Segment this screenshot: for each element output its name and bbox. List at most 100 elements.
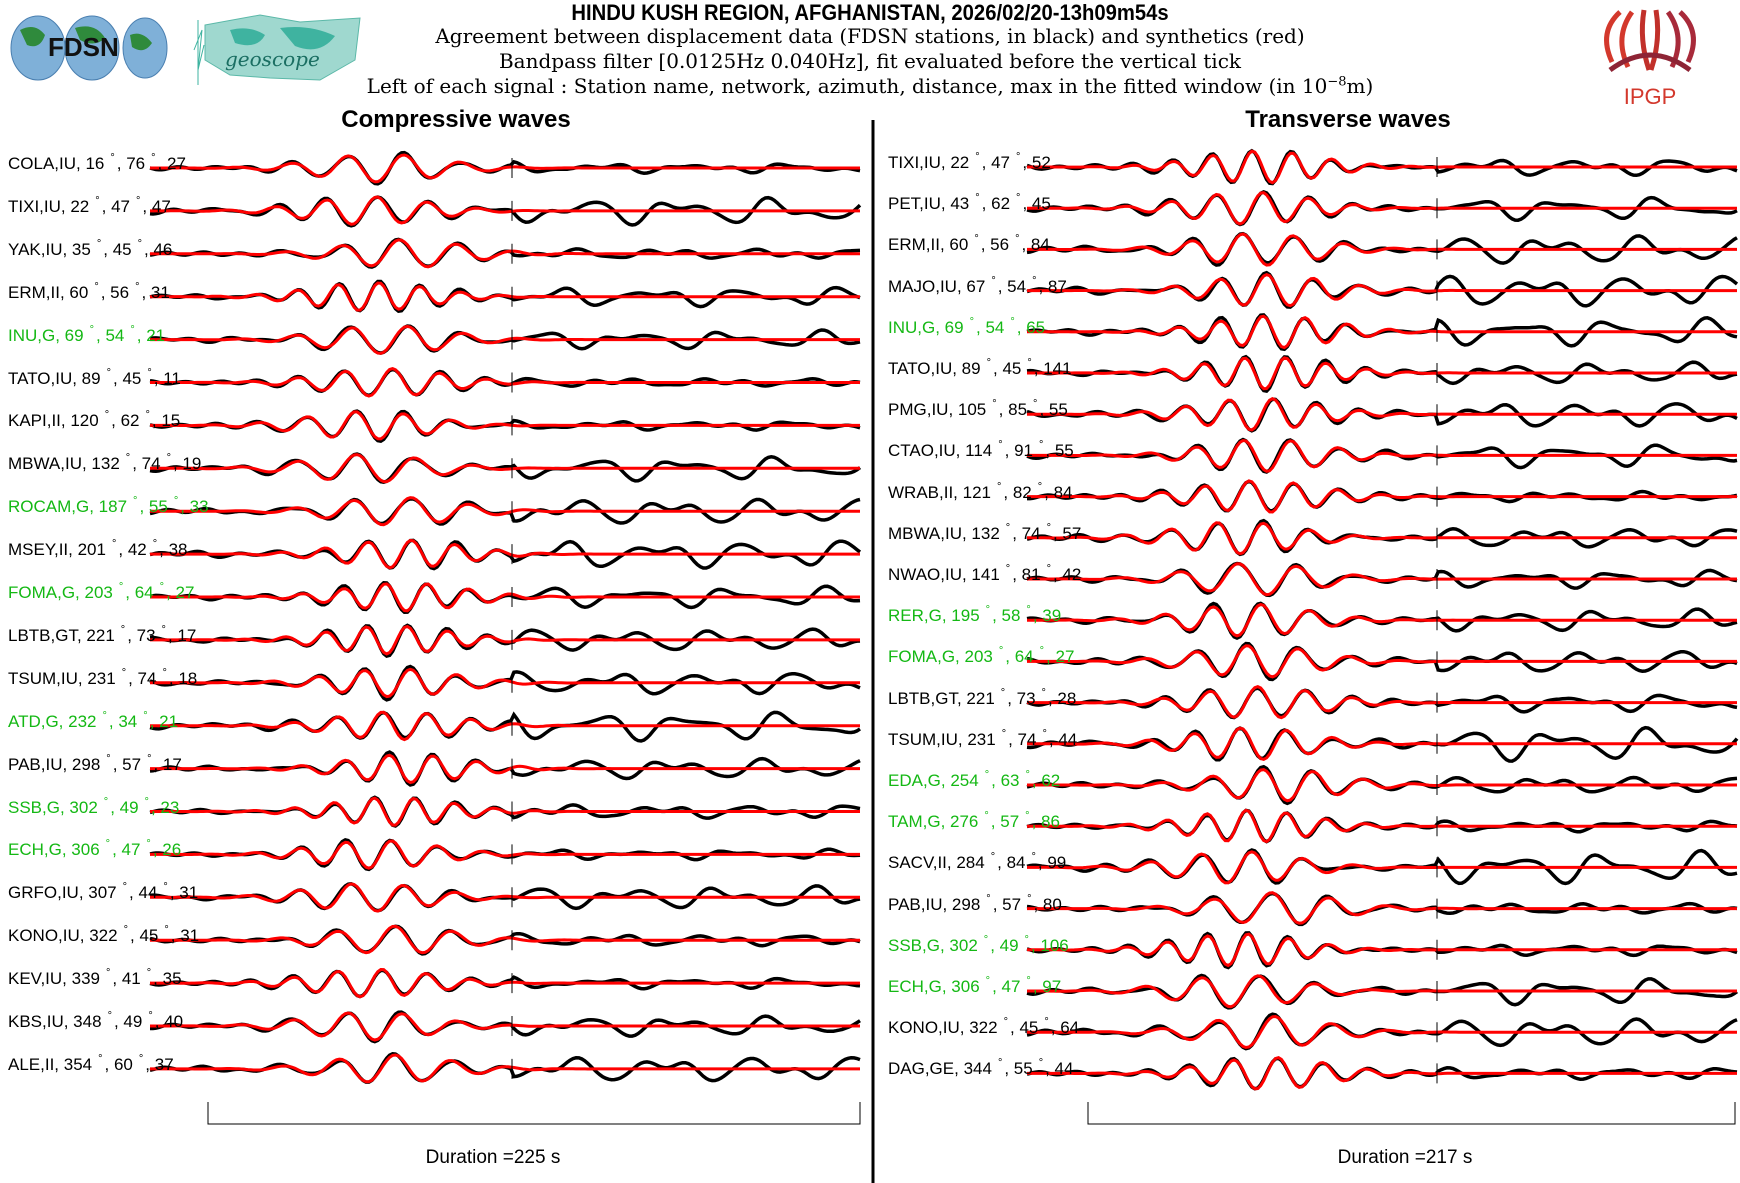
station-label: EDA,G, 254 °, 63 °, 62	[888, 765, 1060, 791]
geoscope-logo: geoscope	[193, 14, 361, 85]
station-name: KBS,IU, 348	[8, 1012, 102, 1031]
station-az: , 41	[112, 969, 141, 989]
legend-text: Left of each signal : Station name, netw…	[366, 74, 1328, 98]
ipgp-logo-text: IPGP	[1624, 84, 1677, 109]
station-max: , 31	[141, 282, 170, 302]
station-name: SSB,G, 302	[8, 797, 98, 817]
station-label: MSEY,II, 201 °, 42 °, 38	[8, 534, 188, 560]
synthetic-trace	[150, 710, 860, 742]
legend-exponent: −8	[1327, 74, 1347, 90]
station-max: , 27	[1046, 647, 1075, 667]
synthetic-trace	[1027, 521, 1737, 556]
synthetic-trace	[150, 839, 860, 870]
degree-symbol: °	[1026, 975, 1031, 987]
station-label: PMG,IU, 105 °, 85 °, 55	[888, 394, 1068, 420]
degree-symbol: °	[1024, 933, 1029, 946]
synthetic-trace	[150, 796, 860, 827]
degree-symbol: °	[98, 1052, 103, 1065]
degree-symbol: °	[173, 495, 179, 508]
degree-symbol: °	[148, 1010, 153, 1022]
station-max: , 64	[1050, 1018, 1080, 1038]
station-max: , 99	[1037, 853, 1067, 873]
degree-symbol: °	[1025, 769, 1030, 781]
station-max: , 57	[1052, 523, 1082, 543]
degree-symbol: °	[152, 538, 158, 551]
station-max: , 86	[1031, 812, 1060, 832]
degree-symbol: °	[1015, 233, 1020, 246]
station-az: , 81	[1012, 565, 1041, 584]
degree-symbol: °	[159, 581, 165, 593]
station-label: LBTB,GT, 221 °, 73 °, 17	[8, 620, 196, 646]
degree-symbol: °	[1001, 727, 1007, 740]
degree-symbol: °	[138, 1052, 144, 1065]
station-name: MBWA,IU, 132	[8, 454, 120, 474]
degree-symbol: °	[122, 881, 128, 894]
station-label: NWAO,IU, 141 °, 81 °, 42	[888, 559, 1081, 585]
degree-symbol: °	[145, 409, 150, 422]
synthetic-trace	[150, 1053, 860, 1084]
duration-transverse: Duration =217 s	[1337, 1147, 1473, 1168]
station-az: , 45	[1010, 1018, 1039, 1038]
station-az: , 56	[980, 235, 1010, 255]
station-label: TATO,IU, 89 °, 45 °, 11	[8, 363, 181, 389]
station-label: KAPI,II, 120 °, 62 °, 15	[8, 405, 180, 431]
station-label: WRAB,II, 121 °, 82 °, 84	[888, 477, 1073, 503]
station-name: TIXI,IU, 22	[8, 196, 90, 216]
station-max: , 31	[169, 883, 199, 903]
station-max: , 84	[1044, 482, 1073, 502]
station-name: ROCAM,G, 187	[8, 497, 128, 517]
degree-symbol: °	[107, 1010, 112, 1022]
station-max: , 35	[153, 969, 182, 989]
station-max: , 21	[136, 325, 166, 345]
data-trace	[1026, 725, 1739, 763]
station-label: DAG,GE, 344 °, 55 °, 44	[888, 1053, 1073, 1079]
degree-symbol: °	[1046, 563, 1051, 575]
station-az: , 57	[990, 812, 1020, 832]
station-max: , 106	[1030, 935, 1069, 955]
station-max: , 27	[166, 583, 195, 602]
synthetic-trace	[1027, 397, 1737, 432]
station-max: , 23	[150, 797, 180, 817]
degree-symbol: °	[105, 838, 111, 851]
station-name: GRFO,IU, 307	[8, 883, 117, 903]
station-label: PAB,IU, 298 °, 57 °, 17	[8, 749, 182, 775]
synthetic-trace	[150, 453, 860, 484]
degree-symbol: °	[984, 810, 989, 823]
station-az: , 47	[101, 196, 131, 216]
degree-symbol: °	[974, 233, 979, 246]
degree-symbol: °	[1025, 810, 1030, 823]
station-name: KAPI,II, 120	[8, 411, 99, 431]
station-max: , 37	[145, 1054, 174, 1074]
data-trace	[149, 710, 861, 743]
station-max: , 40	[154, 1012, 184, 1031]
station-label: INU,G, 69 °, 54 °, 65	[888, 312, 1045, 338]
station-az: , 57	[112, 754, 142, 774]
station-name: ERM,II, 60	[8, 282, 89, 302]
degree-symbol: °	[984, 769, 990, 781]
synthetic-trace	[150, 924, 860, 955]
synthetic-trace	[1027, 356, 1737, 391]
station-label: ECH,G, 306 °, 47 °, 26	[8, 834, 181, 860]
station-az: , 73	[127, 625, 156, 645]
degree-symbol: °	[163, 881, 168, 894]
panel-title-transverse: Transverse waves	[1245, 106, 1451, 133]
station-label: ATD,G, 232 °, 34 °, 21	[8, 706, 178, 732]
station-label: SSB,G, 302 °, 49 °, 23	[8, 792, 179, 818]
station-az: , 55	[139, 497, 168, 517]
station-az: , 45	[113, 368, 142, 388]
degree-symbol: °	[118, 581, 124, 593]
synthetic-trace	[1027, 768, 1737, 803]
degree-symbol: °	[1010, 315, 1015, 328]
degree-symbol: °	[1039, 439, 1044, 452]
station-name: NWAO,IU, 141	[888, 565, 1000, 584]
station-az: , 49	[110, 797, 139, 817]
station-label: INU,G, 69 °, 54 °, 21	[8, 320, 165, 346]
station-name: TATO,IU, 89	[888, 359, 981, 378]
degree-symbol: °	[1027, 892, 1032, 905]
degree-symbol: °	[983, 933, 989, 946]
degree-symbol: °	[1041, 686, 1046, 699]
duration-bracket	[207, 1102, 861, 1125]
station-max: , 44	[1048, 729, 1078, 749]
fdsn-logo: FDSN	[10, 15, 168, 81]
station-az: , 63	[991, 771, 1020, 790]
